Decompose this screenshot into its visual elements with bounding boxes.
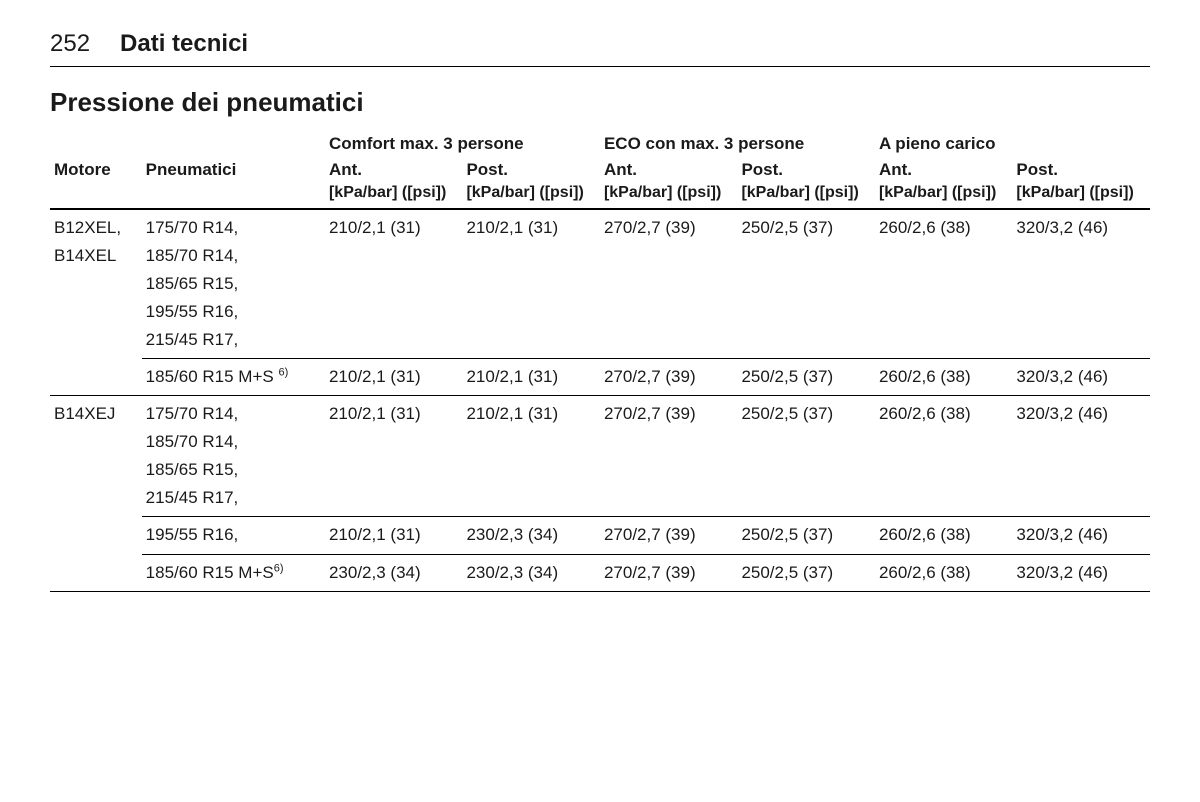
cell-value: 270/2,7 (39): [600, 554, 737, 591]
cell-value: 250/2,5 (37): [737, 396, 875, 517]
section-title: Pressione dei pneumatici: [50, 87, 1150, 118]
cell-value: 210/2,1 (31): [462, 396, 600, 517]
cell-tires: 185/60 R15 M+S 6): [142, 359, 325, 396]
tire-pressure-table: Comfort max. 3 persone ECO con max. 3 pe…: [50, 130, 1150, 592]
table-row: B12XEL, B14XEL175/70 R14, 185/70 R14, 18…: [50, 209, 1150, 359]
cell-value: 260/2,6 (38): [875, 209, 1012, 359]
cell-value: 210/2,1 (31): [325, 359, 462, 396]
footnote-marker: 6): [278, 367, 288, 379]
cell-value: 250/2,5 (37): [737, 209, 875, 359]
table-row: 185/60 R15 M+S6)230/2,3 (34)230/2,3 (34)…: [50, 554, 1150, 591]
unit-full-front: [kPa/bar] ([psi]): [875, 182, 1012, 209]
cell-value: 250/2,5 (37): [737, 359, 875, 396]
cell-tires: 195/55 R16,: [142, 517, 325, 554]
page-header: 252 Dati tecnici: [50, 30, 1150, 67]
cell-engine: B14XEJ: [50, 396, 142, 517]
table-row: 195/55 R16,210/2,1 (31)230/2,3 (34)270/2…: [50, 517, 1150, 554]
cell-value: 260/2,6 (38): [875, 396, 1012, 517]
col-full-front: Ant.: [875, 158, 1012, 182]
table-row: B14XEJ175/70 R14, 185/70 R14, 185/65 R15…: [50, 396, 1150, 517]
cell-value: 270/2,7 (39): [600, 359, 737, 396]
cell-value: 320/3,2 (46): [1012, 554, 1150, 591]
col-eco-rear: Post.: [737, 158, 875, 182]
col-full-rear: Post.: [1012, 158, 1150, 182]
cell-value: 230/2,3 (34): [462, 554, 600, 591]
cell-value: 210/2,1 (31): [325, 209, 462, 359]
cell-value: 210/2,1 (31): [325, 396, 462, 517]
cell-engine: [50, 554, 142, 591]
table-header: Comfort max. 3 persone ECO con max. 3 pe…: [50, 130, 1150, 209]
cell-value: 270/2,7 (39): [600, 209, 737, 359]
cell-value: 270/2,7 (39): [600, 517, 737, 554]
cell-value: 230/2,3 (34): [325, 554, 462, 591]
cell-value: 260/2,6 (38): [875, 554, 1012, 591]
group-comfort: Comfort max. 3 persone: [325, 130, 600, 158]
chapter-title: Dati tecnici: [120, 30, 248, 58]
cell-engine: [50, 359, 142, 396]
col-eco-front: Ant.: [600, 158, 737, 182]
cell-value: 260/2,6 (38): [875, 517, 1012, 554]
cell-engine: [50, 517, 142, 554]
cell-value: 260/2,6 (38): [875, 359, 1012, 396]
unit-eco-rear: [kPa/bar] ([psi]): [737, 182, 875, 209]
cell-tires: 175/70 R14, 185/70 R14, 185/65 R15, 195/…: [142, 209, 325, 359]
cell-value: 320/3,2 (46): [1012, 396, 1150, 517]
cell-tires: 185/60 R15 M+S6): [142, 554, 325, 591]
table-row: 185/60 R15 M+S 6)210/2,1 (31)210/2,1 (31…: [50, 359, 1150, 396]
cell-value: 250/2,5 (37): [737, 517, 875, 554]
unit-comfort-rear: [kPa/bar] ([psi]): [462, 182, 600, 209]
footnote-marker: 6): [274, 562, 284, 574]
unit-eco-front: [kPa/bar] ([psi]): [600, 182, 737, 209]
cell-value: 320/3,2 (46): [1012, 359, 1150, 396]
page-number: 252: [50, 30, 90, 58]
cell-value: 210/2,1 (31): [325, 517, 462, 554]
cell-value: 210/2,1 (31): [462, 209, 600, 359]
col-comfort-front: Ant.: [325, 158, 462, 182]
cell-value: 320/3,2 (46): [1012, 209, 1150, 359]
cell-value: 270/2,7 (39): [600, 396, 737, 517]
col-tires: Pneumatici: [142, 158, 325, 182]
cell-value: 210/2,1 (31): [462, 359, 600, 396]
table-body: B12XEL, B14XEL175/70 R14, 185/70 R14, 18…: [50, 209, 1150, 591]
group-full: A pieno carico: [875, 130, 1150, 158]
unit-comfort-front: [kPa/bar] ([psi]): [325, 182, 462, 209]
cell-engine: B12XEL, B14XEL: [50, 209, 142, 359]
unit-full-rear: [kPa/bar] ([psi]): [1012, 182, 1150, 209]
cell-value: 250/2,5 (37): [737, 554, 875, 591]
cell-value: 320/3,2 (46): [1012, 517, 1150, 554]
col-engine: Motore: [50, 158, 142, 182]
cell-tires: 175/70 R14, 185/70 R14, 185/65 R15, 215/…: [142, 396, 325, 517]
col-comfort-rear: Post.: [462, 158, 600, 182]
group-eco: ECO con max. 3 persone: [600, 130, 875, 158]
cell-value: 230/2,3 (34): [462, 517, 600, 554]
